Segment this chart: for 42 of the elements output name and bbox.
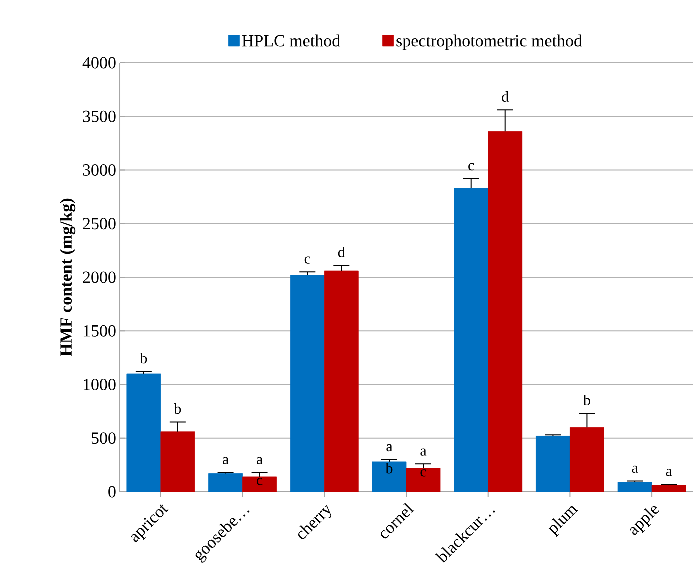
- bar: [126, 374, 162, 492]
- bar: [324, 270, 359, 492]
- bar: [242, 476, 277, 492]
- annotation: c: [420, 470, 426, 477]
- bar: [290, 275, 325, 492]
- annotation: b: [386, 463, 393, 474]
- bar: [570, 427, 604, 492]
- data-label: a: [632, 466, 638, 474]
- data-label: b: [140, 353, 148, 364]
- data-label: d: [502, 91, 509, 102]
- bar: [536, 436, 570, 492]
- y-tick-label: 4000: [82, 57, 116, 69]
- y-tick-label: 500: [92, 432, 116, 444]
- y-tick-label: 1000: [84, 379, 116, 390]
- y-tick-label: 1500: [84, 325, 116, 337]
- legend-label: spectrophotometric method: [396, 34, 582, 50]
- bar: [208, 474, 243, 492]
- y-axis-title: HMF content (mg/kg): [60, 198, 76, 357]
- y-tick-label: 0: [108, 486, 116, 498]
- bar: [372, 462, 407, 492]
- data-label: b: [174, 404, 182, 414]
- y-tick-label: 2000: [83, 272, 116, 284]
- bar: [652, 485, 686, 492]
- bar: [454, 188, 489, 492]
- bar: [406, 468, 441, 492]
- y-tick-label: 3500: [83, 110, 116, 122]
- bar: [618, 482, 652, 492]
- bar: [488, 131, 523, 492]
- data-label: a: [222, 457, 229, 464]
- y-tick-label: 3000: [83, 164, 116, 176]
- annotation: c: [257, 478, 263, 486]
- data-label: c: [304, 256, 311, 264]
- y-tick-label: 2500: [83, 218, 116, 230]
- data-label: a: [256, 457, 263, 464]
- legend-label: HPLC method: [242, 34, 340, 47]
- data-label: a: [666, 469, 672, 476]
- data-label: c: [468, 163, 474, 171]
- data-label: b: [583, 394, 590, 406]
- data-label: d: [338, 246, 346, 258]
- data-label: a: [420, 448, 427, 456]
- data-label: a: [386, 444, 393, 452]
- bar: [160, 432, 196, 492]
